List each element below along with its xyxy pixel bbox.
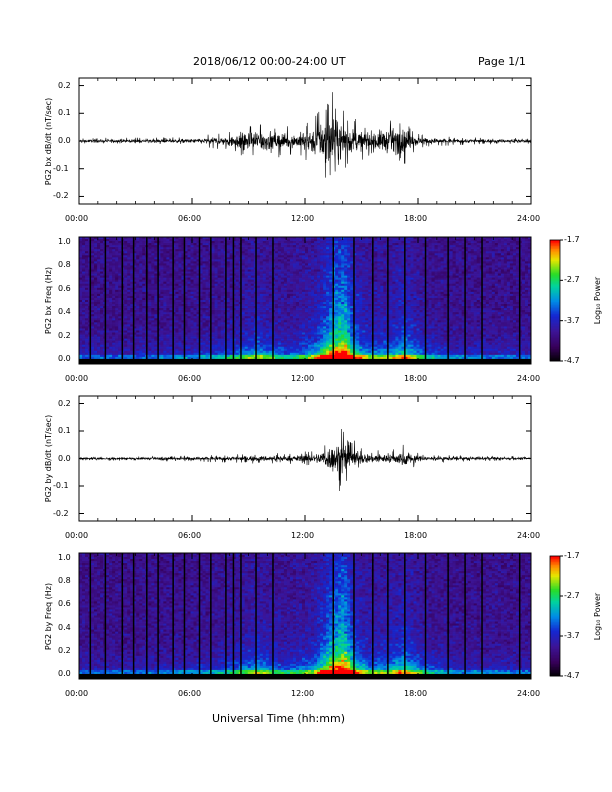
y-tick-label: 0.1 [58,426,71,435]
x-tick-label: 18:00 [404,374,428,383]
x-tick-label: 06:00 [178,689,202,698]
colorbar [549,239,561,362]
x-tick-label: 18:00 [404,531,428,540]
colorbar [549,555,561,677]
y-tick-label: 0.8 [58,260,71,270]
colorbar-tick-label: -4.7 [564,356,580,365]
colorbar-tick-label: -3.7 [564,315,580,325]
colorbar-tick-label: -4.7 [564,671,580,680]
y-tick-label: 0.2 [58,80,71,90]
x-tick-label: 12:00 [291,689,315,698]
y-tick-label: 0.2 [58,645,71,655]
x-tick-label: 12:00 [291,214,315,223]
x-tick-label: 12:00 [291,531,315,540]
series-line [78,92,532,178]
y-tick-label: 0.8 [58,576,71,586]
y-tick-label: 0.4 [58,307,71,317]
y-tick-label: 0.0 [58,136,71,145]
y-tick-label: 0.0 [58,668,71,678]
colorbar-tick-label: -1.7 [564,235,580,244]
x-tick-label: 06:00 [178,214,202,223]
colorbar-tick-label: -2.7 [564,591,580,600]
y-axis-label: PG2 by Freq (Hz) [43,582,53,650]
y-axis-label: PG2 bx dB/dt (nT/sec) [43,97,53,185]
y-tick-label: 0.2 [58,330,71,340]
y-tick-label: 0.0 [58,353,71,363]
figure-title: 2018/06/12 00:00-24:00 UT [193,55,346,68]
x-tick-label: 24:00 [517,531,541,540]
y-tick-label: 0.1 [58,108,71,118]
x-tick-label: 00:00 [65,531,89,540]
y-tick-label: -0.1 [53,163,69,173]
colorbar-label: Log₁₀ Power [592,592,602,640]
x-tick-label: 00:00 [65,374,89,383]
x-tick-label: 06:00 [178,374,202,383]
y-tick-label: 1.0 [58,237,71,247]
y-tick-label: -0.2 [53,508,69,518]
page-indicator: Page 1/1 [478,55,526,68]
x-tick-label: 24:00 [517,689,541,698]
series-line [78,428,532,492]
x-tick-label: 24:00 [517,374,541,383]
y-tick-label: 0.6 [58,283,71,293]
x-tick-label: 24:00 [517,214,541,223]
x-axis-label: Universal Time (hh:mm) [212,712,345,725]
x-tick-label: 12:00 [291,374,315,383]
x-tick-label: 00:00 [65,214,89,223]
colorbar-tick-label: -1.7 [564,551,580,560]
y-axis-label: PG2 by dB/dt (nT/sec) [43,414,53,503]
x-tick-label: 18:00 [404,214,428,223]
x-tick-label: 18:00 [404,689,428,698]
colorbar-label: Log₁₀ Power [592,276,602,325]
y-tick-label: 0.4 [58,622,71,632]
y-tick-label: 1.0 [58,553,71,563]
y-tick-label: 0.6 [58,599,71,609]
y-tick-label: 0.0 [58,453,71,463]
colorbar-tick-label: -2.7 [564,275,580,285]
colorbar-tick-label: -3.7 [564,631,580,640]
x-tick-label: 06:00 [178,531,202,540]
y-tick-label: -0.1 [53,481,69,490]
y-axis-label: PG2 bx Freq (Hz) [43,266,53,335]
y-tick-label: 0.2 [58,398,71,408]
x-tick-label: 00:00 [65,689,89,698]
y-tick-label: -0.2 [53,191,69,201]
